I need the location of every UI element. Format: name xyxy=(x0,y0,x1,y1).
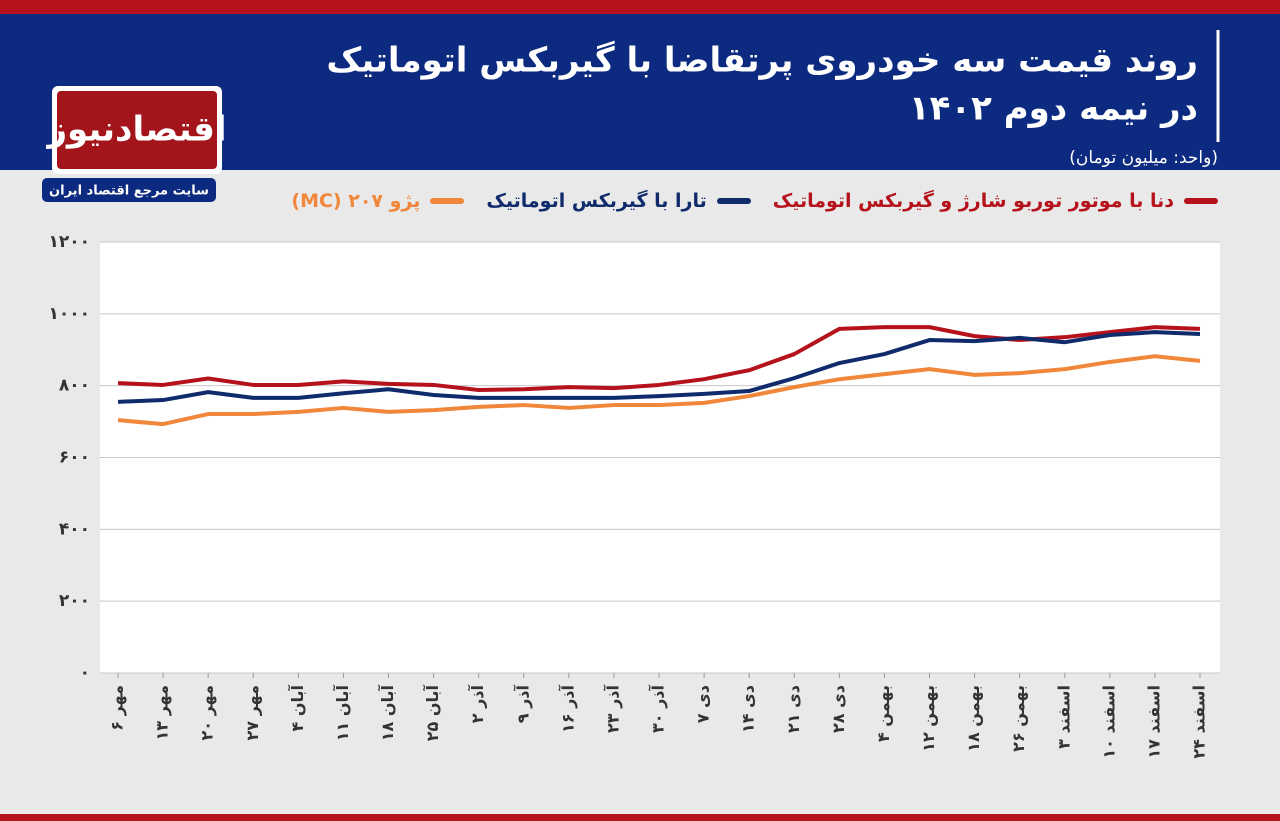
legend-item: تارا با گیربکس اتوماتیک xyxy=(486,190,751,212)
series-line xyxy=(117,354,1201,427)
y-tick-label: ۴۰۰ xyxy=(59,519,90,539)
title-line: روند قیمت سه خودروی پرتقاضا با گیربکس ات… xyxy=(326,41,1198,81)
y-tick-label: ۰ xyxy=(80,663,90,683)
series-line xyxy=(117,330,1201,404)
legend-swatch xyxy=(430,198,465,204)
y-tick-label: ۲۰۰ xyxy=(59,591,90,611)
legend-swatch xyxy=(716,198,751,204)
x-tick-label: ۳۰ آذر xyxy=(648,684,668,733)
x-tick-label: ۶ مهر xyxy=(108,685,127,731)
top-strip xyxy=(0,0,1280,14)
legend-item: پژو ۲۰۷ (MC) xyxy=(291,190,465,212)
y-tick-label: ۱۲۰۰ xyxy=(48,232,90,252)
logo-tagline: سایت مرجع اقتصاد ایران xyxy=(49,184,209,199)
x-tick-label: ۲۷ مهر xyxy=(243,685,262,741)
title-line: در نیمه دوم ۱۴۰۲ xyxy=(909,89,1198,129)
x-tick-label: ۲ آذر xyxy=(467,684,487,723)
legend-label: دنا با موتور توربو شارژ و گیربکس اتوماتی… xyxy=(772,190,1174,212)
legend-label: پژو ۲۰۷ (MC) xyxy=(291,190,421,212)
x-tick-label: ۴ بهمن xyxy=(874,685,893,742)
bottom-strip xyxy=(0,814,1280,821)
unit-label: (واحد: میلیون تومان) xyxy=(1069,148,1218,168)
x-tick-label: ۱۷ اسفند xyxy=(1144,685,1163,759)
legend-item: دنا با موتور توربو شارژ و گیربکس اتوماتی… xyxy=(773,190,1218,212)
x-tick-label: ۱۸ آبان xyxy=(377,684,397,741)
x-tick-label: ۱۰ اسفند xyxy=(1099,685,1118,759)
logo-box xyxy=(57,91,217,169)
y-tick-label: ۱۰۰۰ xyxy=(48,304,90,324)
legend-swatch xyxy=(1184,198,1218,204)
x-tick-label: ۱۸ بهمن xyxy=(964,685,983,752)
x-tick-label: ۱۳ مهر xyxy=(153,685,172,741)
x-tick-label: ۱۱ آبان xyxy=(332,684,352,741)
x-tick-label: ۲۰ مهر xyxy=(198,685,217,741)
x-tick-label: ۱۶ آذر xyxy=(557,684,577,733)
x-tick-label: ۲۴ اسفند xyxy=(1190,685,1209,759)
x-tick-label: ۴ آبان xyxy=(287,684,307,731)
legend-label: تارا با گیربکس اتوماتیک xyxy=(486,190,707,212)
x-tick-label: ۲۱ دی xyxy=(784,685,803,733)
y-tick-label: ۸۰۰ xyxy=(59,376,90,396)
y-tick-label: ۶۰۰ xyxy=(59,448,90,468)
x-tick-label: ۹ آذر xyxy=(512,684,532,723)
legend: دنا با موتور توربو شارژ و گیربکس اتوماتی… xyxy=(291,190,1218,212)
x-tick-label: ۷ دی xyxy=(694,685,713,723)
x-tick-label: ۳ اسفند xyxy=(1054,685,1073,749)
x-tick-label: ۲۶ بهمن xyxy=(1009,685,1028,752)
series-line xyxy=(117,325,1201,392)
x-tick-label: ۱۴ دی xyxy=(739,685,758,733)
x-tick-label: ۲۳ آذر xyxy=(602,684,622,733)
logo-text: اقتصادنیوز xyxy=(45,110,226,150)
x-tick-label: ۲۵ آبان xyxy=(422,684,442,741)
x-tick-label: ۱۲ بهمن xyxy=(919,685,938,752)
logo-tag-box xyxy=(42,178,216,202)
x-tick-label: ۲۸ دی xyxy=(829,685,848,733)
